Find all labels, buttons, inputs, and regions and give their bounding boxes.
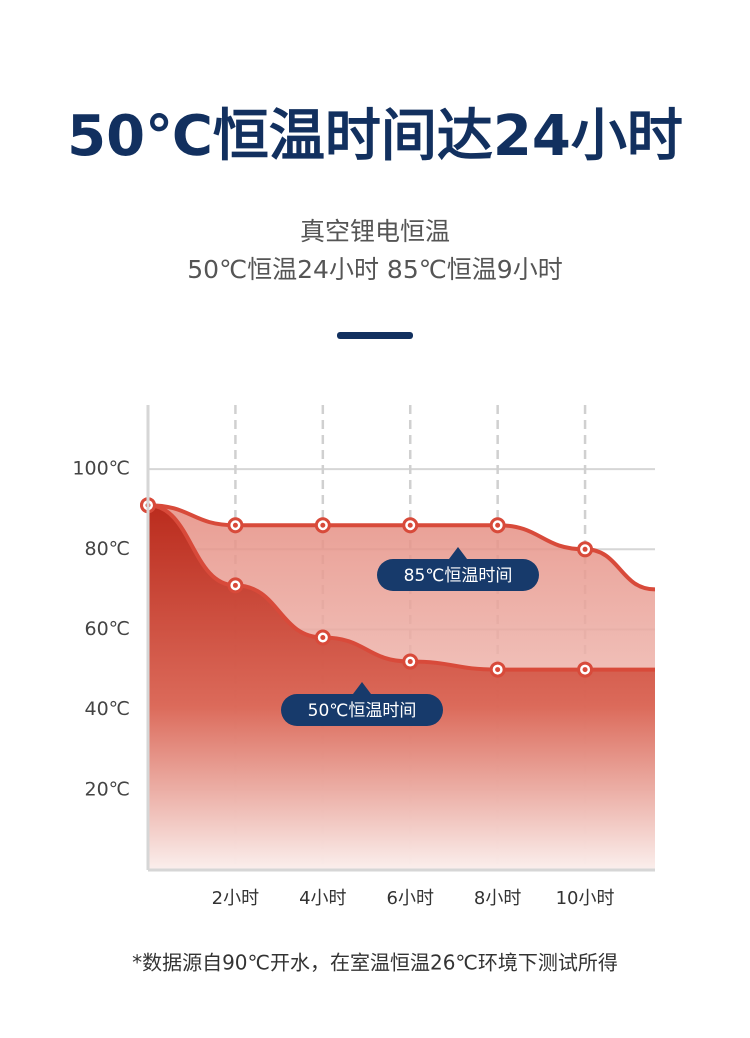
x-tick-label: 4小时: [299, 888, 346, 909]
area-fill: [148, 505, 655, 870]
y-tick-label: 80℃: [84, 538, 130, 560]
y-tick-label: 100℃: [72, 458, 130, 480]
y-tick-label: 20℃: [84, 778, 130, 800]
point-dot: [232, 522, 238, 528]
x-tick-label: 8小时: [474, 888, 521, 909]
point-dot: [582, 667, 588, 673]
plot: 20℃ 40℃ 60℃ 80℃ 100℃ 2小时 4小时 6小时 8小时 10小时 85℃恒温时间 5…: [72, 405, 656, 909]
point-dot: [320, 522, 326, 528]
y-tick-label: 60℃: [84, 618, 130, 640]
point-dot: [232, 582, 238, 588]
series-line: [147, 503, 655, 672]
y-tick-label: 40℃: [84, 698, 130, 720]
footnote: *数据源自90℃开水，在室温恒温26℃环境下测试所得: [132, 951, 618, 975]
point-dot: [320, 635, 326, 640]
x-tick-label: 10小时: [556, 888, 615, 909]
legend-label: 50℃恒温时间: [308, 701, 417, 721]
point-dot: [582, 546, 588, 552]
subtitle: 50℃恒温24小时 85℃恒温9小时: [187, 255, 562, 284]
x-tick-label: 6小时: [387, 888, 434, 909]
point-dot: [495, 522, 501, 528]
point-dot: [407, 659, 413, 665]
point-dot: [495, 667, 501, 673]
callout-box: [377, 547, 539, 591]
title: 50℃恒温时间达24小时: [67, 104, 683, 169]
legend-label: 85℃恒温时间: [404, 566, 513, 586]
subtitle: 真空锂电恒温: [300, 217, 450, 246]
divider: [337, 332, 413, 339]
callout-box: [281, 682, 443, 726]
x-tick-label: 2小时: [212, 888, 259, 909]
point-dot: [407, 522, 413, 528]
